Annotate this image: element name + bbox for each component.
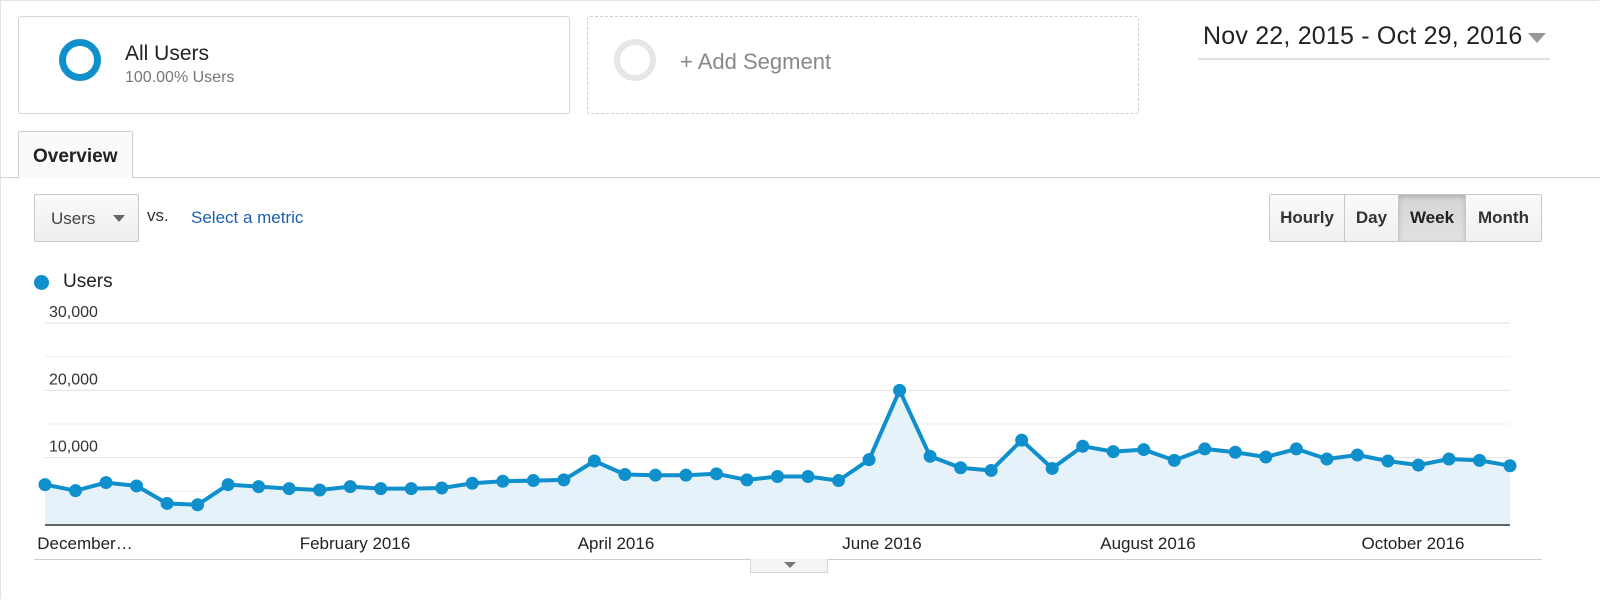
tab-label: Overview [33,146,118,167]
x-tick-label: February 2016 [300,534,411,553]
data-point[interactable] [526,474,540,488]
data-point[interactable] [1350,448,1364,462]
data-point[interactable] [923,449,937,463]
data-point[interactable] [648,468,662,482]
add-segment-button[interactable]: + Add Segment [587,16,1139,114]
y-tick-label: 20,000 [49,371,98,388]
segment-all-users[interactable]: All Users 100.00% Users [18,16,570,114]
data-point[interactable] [1167,453,1181,467]
data-point[interactable] [1045,461,1059,475]
data-point[interactable] [343,480,357,494]
data-points [38,383,1517,512]
ring-outline-icon [614,39,656,81]
y-axis-ticks: 30,000 20,000 10,000 [49,304,98,456]
x-tick-label: October 2016 [1361,534,1464,553]
caret-down-icon [1528,33,1546,43]
data-point[interactable] [771,470,784,484]
data-point[interactable] [252,480,266,494]
hourly-button[interactable]: Hourly [1270,195,1345,241]
x-axis-ticks: December… February 2016 April 2016 June 201… [37,534,1464,553]
data-point[interactable] [984,463,998,477]
data-point[interactable] [709,467,723,481]
x-tick-label: December… [37,534,132,553]
data-point[interactable] [587,454,601,468]
date-range-label: Nov 22, 2015 - Oct 29, 2016 [1203,22,1523,50]
data-point[interactable] [1472,453,1486,467]
data-point[interactable] [221,478,235,492]
data-point[interactable] [679,468,693,482]
x-tick-label: June 2016 [842,534,921,553]
tab-divider [0,177,1600,178]
data-point[interactable] [1411,458,1425,472]
expand-chart-toggle[interactable] [750,559,828,573]
data-point[interactable] [862,453,876,467]
data-point[interactable] [1259,450,1273,464]
data-point[interactable] [465,476,479,490]
y-tick-label: 10,000 [49,439,98,456]
data-point[interactable] [618,468,632,481]
data-point[interactable] [893,383,907,397]
data-point[interactable] [1289,442,1303,456]
ring-icon [59,39,101,81]
x-tick-label: April 2016 [578,534,655,553]
data-point[interactable] [1015,433,1029,447]
segment-description: 100.00% Users [125,69,235,86]
data-point[interactable] [1106,445,1120,459]
caret-down-icon [784,562,796,568]
data-point[interactable] [435,481,449,495]
users-chart: 30,000 20,000 10,000 December… February 201… [37,304,1517,553]
interval-button-group: Hourly Day Week Month [1269,194,1542,242]
data-point[interactable] [1503,459,1517,473]
data-point[interactable] [954,461,968,475]
data-point[interactable] [404,482,418,496]
select-metric-link[interactable]: Select a metric [191,208,304,227]
data-point[interactable] [1442,452,1456,466]
legend-label: Users [63,271,113,292]
data-point[interactable] [282,482,296,496]
data-point[interactable] [740,473,754,487]
data-point[interactable] [1381,454,1395,468]
metric-dropdown[interactable]: Users [34,194,139,242]
metric-dropdown-label: Users [51,209,96,228]
tab-overview[interactable]: Overview [18,131,133,178]
month-button[interactable]: Month [1466,195,1541,241]
segment-name: All Users [125,42,210,65]
date-range-picker[interactable]: Nov 22, 2015 - Oct 29, 2016 [1198,20,1550,60]
data-point[interactable] [374,482,388,496]
data-point[interactable] [191,498,205,512]
legend-dot-icon [34,275,49,290]
data-point[interactable] [557,473,571,487]
data-point[interactable] [832,474,846,488]
data-point[interactable] [99,476,113,490]
data-point[interactable] [1198,442,1212,456]
data-point[interactable] [496,474,510,488]
data-point[interactable] [1076,439,1090,453]
x-tick-label: August 2016 [1100,534,1195,553]
data-point[interactable] [313,483,327,497]
data-point[interactable] [160,496,174,510]
add-segment-label: + Add Segment [680,49,832,74]
day-button[interactable]: Day [1345,195,1399,241]
data-point[interactable] [801,470,815,484]
data-point[interactable] [1137,443,1151,457]
caret-down-icon [113,215,125,222]
data-point[interactable] [1320,452,1334,466]
data-point[interactable] [69,484,83,498]
vs-label: vs. [147,206,169,225]
data-point[interactable] [38,478,52,492]
data-point[interactable] [1228,445,1242,459]
data-point[interactable] [130,479,144,493]
y-tick-label: 30,000 [49,304,98,321]
week-button[interactable]: Week [1399,195,1466,241]
